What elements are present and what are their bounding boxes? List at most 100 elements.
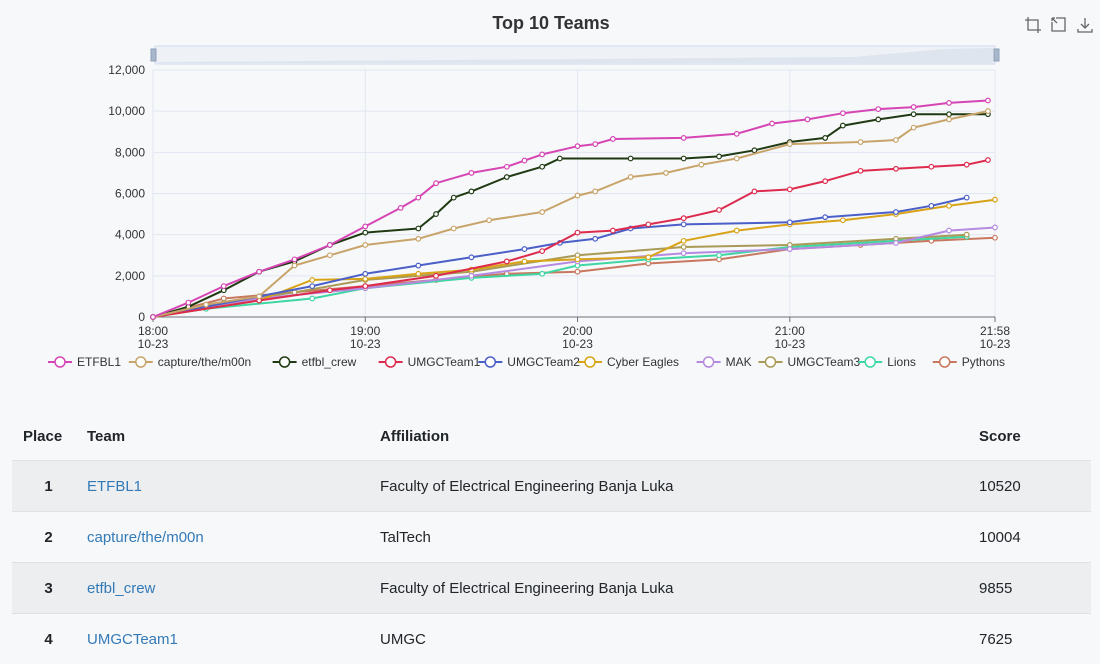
table-row: 4 UMGCTeam1 UMGC 7625: [12, 614, 1091, 664]
data-point: [841, 111, 846, 116]
data-point: [310, 278, 315, 283]
x-tick-label: 20:00: [563, 324, 593, 338]
series-line-etfbl1: [153, 101, 988, 318]
data-point: [734, 228, 739, 233]
data-point: [788, 220, 793, 225]
data-point: [593, 189, 598, 194]
team-link[interactable]: etfbl_crew: [87, 580, 155, 597]
data-point: [717, 253, 722, 258]
data-point: [469, 274, 474, 279]
data-point: [788, 247, 793, 252]
data-point: [540, 164, 545, 169]
download-icon[interactable]: [1076, 16, 1094, 34]
data-point: [186, 300, 191, 305]
data-point: [416, 195, 421, 200]
legend-marker: [280, 357, 290, 367]
x-tick-date: 10-23: [774, 337, 805, 351]
data-point: [611, 228, 616, 233]
series-line-pythons: [153, 238, 995, 317]
data-point: [788, 142, 793, 147]
score-cell: 9855: [978, 563, 1091, 614]
legend-item[interactable]: etfbl_crew: [273, 355, 357, 369]
legend-item[interactable]: UMGCTeam1: [379, 355, 481, 369]
data-point: [151, 315, 156, 320]
legend-marker: [865, 357, 875, 367]
legend-label: Pythons: [962, 355, 1005, 369]
legend-marker: [485, 357, 495, 367]
data-point: [292, 263, 297, 268]
data-point: [292, 257, 297, 262]
data-point: [993, 225, 998, 230]
data-point: [986, 158, 991, 163]
data-point: [451, 226, 456, 231]
legend-item[interactable]: Lions: [858, 355, 916, 369]
series-line-etfbl-crew: [153, 114, 988, 317]
data-point: [257, 269, 262, 274]
data-point: [416, 226, 421, 231]
legend-item[interactable]: Cyber Eagles: [578, 355, 679, 369]
data-point: [805, 117, 810, 122]
legend-item[interactable]: MAK: [697, 355, 752, 369]
legend-label: capture/the/m00n: [158, 355, 251, 369]
data-point: [487, 218, 492, 223]
data-point: [911, 125, 916, 130]
place-cell: 1: [12, 461, 86, 512]
affiliation-header: Affiliation: [379, 412, 978, 461]
data-point: [434, 274, 439, 279]
legend-label: UMGCTeam3: [788, 355, 861, 369]
data-point: [823, 215, 828, 220]
data-point: [469, 189, 474, 194]
team-cell: capture/the/m00n: [86, 512, 379, 563]
zoom-reset-icon[interactable]: [1050, 16, 1068, 34]
place-cell: 3: [12, 563, 86, 614]
x-tick-date: 10-23: [138, 337, 169, 351]
team-cell: UMGCTeam1: [86, 614, 379, 664]
data-point: [575, 269, 580, 274]
data-point: [986, 109, 991, 114]
y-tick-label: 0: [138, 310, 145, 324]
data-point: [964, 195, 969, 200]
data-point: [593, 142, 598, 147]
place-header: Place: [12, 412, 86, 461]
data-point: [310, 284, 315, 289]
data-point: [416, 263, 421, 268]
data-point: [328, 243, 333, 248]
team-link[interactable]: UMGCTeam1: [87, 631, 178, 648]
x-tick-label: 21:00: [775, 324, 805, 338]
x-tick-label: 21:58: [980, 324, 1010, 338]
data-point: [929, 204, 934, 209]
data-point: [204, 302, 209, 307]
data-point: [717, 154, 722, 159]
data-point: [575, 257, 580, 262]
data-point: [363, 230, 368, 235]
team-link[interactable]: ETFBL1: [87, 478, 142, 495]
data-point: [681, 136, 686, 141]
data-point: [841, 123, 846, 128]
legend-label: ETFBL1: [77, 355, 121, 369]
legend-item[interactable]: UMGCTeam3: [759, 355, 861, 369]
zoom-handle-right[interactable]: [994, 49, 999, 61]
data-point: [876, 117, 881, 122]
data-point: [363, 243, 368, 248]
series-line-cyber-eagles: [153, 200, 995, 317]
score-cell: 7625: [978, 614, 1091, 664]
score-cell: 10004: [978, 512, 1091, 563]
team-cell: etfbl_crew: [86, 563, 379, 614]
data-point: [522, 158, 527, 163]
legend-item[interactable]: UMGCTeam2: [478, 355, 580, 369]
team-link[interactable]: capture/the/m00n: [87, 529, 204, 546]
scoreboard-table: Place Team Affiliation Score 1 ETFBL1 Fa…: [12, 412, 1091, 664]
data-point: [451, 195, 456, 200]
data-point: [540, 271, 545, 276]
legend-item[interactable]: Pythons: [933, 355, 1005, 369]
y-tick-label: 2,000: [115, 269, 145, 283]
data-point: [681, 216, 686, 221]
zoom-icon[interactable]: [1024, 16, 1042, 34]
data-point: [681, 222, 686, 227]
zoom-handle-left[interactable]: [151, 49, 156, 61]
data-point: [363, 284, 368, 289]
data-point: [993, 197, 998, 202]
legend-item[interactable]: ETFBL1: [48, 355, 121, 369]
data-point: [504, 259, 509, 264]
legend-item[interactable]: capture/the/m00n: [129, 355, 251, 369]
